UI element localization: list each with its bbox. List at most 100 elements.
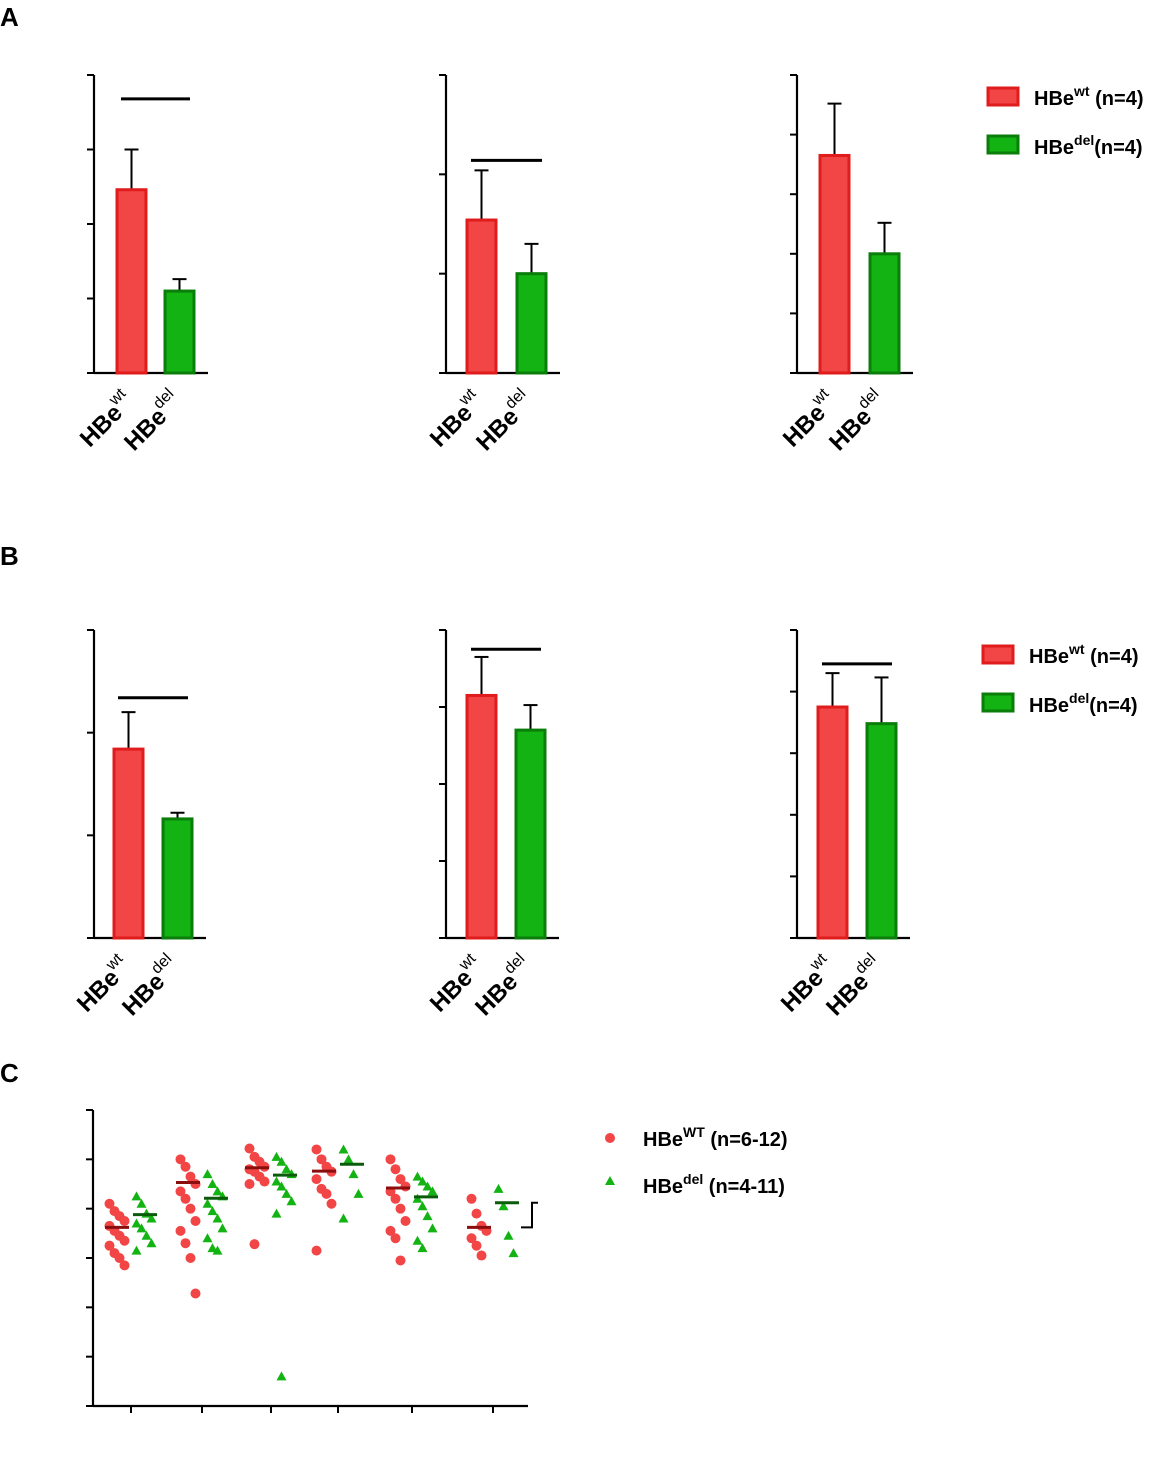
- point-hbe-del: [271, 1176, 282, 1186]
- point-hbe-del: [281, 1164, 292, 1174]
- point-hbe-wt: [244, 1179, 255, 1189]
- point-hbe-wt: [466, 1193, 477, 1204]
- point-hbe-del: [202, 1169, 213, 1179]
- legend-c: HBeWT (n=6-12) HBedel (n=4-11): [605, 1124, 788, 1198]
- point-hbe-del: [217, 1223, 228, 1233]
- point-hbe-del: [281, 1188, 292, 1198]
- point-hbe-del: [338, 1213, 349, 1223]
- category-label: HBedel: [468, 385, 539, 456]
- point-hbe-wt: [326, 1198, 337, 1209]
- point-hbe-wt: [190, 1288, 201, 1299]
- point-hbe-wt: [185, 1203, 196, 1214]
- point-hbe-wt: [385, 1225, 396, 1236]
- point-hbe-del: [212, 1186, 223, 1196]
- point-hbe-wt: [466, 1233, 477, 1244]
- point-hbe-wt: [119, 1260, 130, 1271]
- bar-hbe-wt: [115, 188, 148, 375]
- point-hbe-del: [276, 1181, 287, 1191]
- point-hbe-wt: [311, 1174, 322, 1185]
- bar-hbe-del: [161, 817, 194, 940]
- point-hbe-del: [212, 1213, 223, 1223]
- category-base: HBe: [75, 399, 128, 452]
- point-hbe-wt: [175, 1225, 186, 1236]
- point-hbe-del: [271, 1151, 282, 1161]
- legend-c-del-marker: [605, 1176, 615, 1185]
- point-hbe-del: [422, 1211, 433, 1221]
- legend-c-wt-marker: [605, 1133, 615, 1143]
- point-hbe-del: [207, 1179, 218, 1188]
- point-hbe-wt: [259, 1176, 270, 1187]
- category-base: HBe: [119, 403, 172, 456]
- point-hbe-del: [338, 1144, 349, 1154]
- point-hbe-wt: [471, 1208, 482, 1219]
- point-hbe-del: [136, 1198, 147, 1208]
- bar-hbe-del: [163, 289, 196, 375]
- legend-a: HBewt (n=4) HBedel(n=4): [986, 83, 1143, 159]
- point-hbe-wt: [175, 1186, 186, 1197]
- point-hbe-wt: [471, 1240, 482, 1251]
- panel-label-a: A: [0, 2, 19, 32]
- point-hbe-wt: [175, 1154, 186, 1165]
- point-hbe-del: [136, 1223, 147, 1233]
- point-hbe-wt: [395, 1174, 406, 1185]
- point-hbe-del: [493, 1183, 504, 1193]
- point-hbe-wt: [400, 1216, 411, 1226]
- point-hbe-wt: [244, 1143, 255, 1154]
- category-base: HBe: [72, 964, 125, 1017]
- point-hbe-wt: [395, 1203, 406, 1214]
- panel-label-b: B: [0, 541, 19, 571]
- point-hbe-del: [131, 1245, 142, 1255]
- point-hbe-del: [353, 1188, 364, 1198]
- point-hbe-wt: [180, 1238, 191, 1249]
- bar-hbe-del: [514, 728, 547, 940]
- bar-hbe-wt: [816, 705, 849, 940]
- point-hbe-wt: [311, 1245, 322, 1256]
- point-hbe-wt: [180, 1161, 191, 1172]
- point-hbe-wt: [249, 1239, 260, 1250]
- point-hbe-wt: [185, 1171, 196, 1182]
- point-hbe-del: [207, 1243, 218, 1253]
- category-base: HBe: [821, 968, 874, 1021]
- legend-b-del-label: HBedel(n=4): [1029, 690, 1138, 717]
- category-base: HBe: [425, 964, 478, 1017]
- category-label: HBedel: [821, 385, 892, 456]
- point-hbe-del: [276, 1371, 287, 1381]
- point-hbe-wt: [114, 1253, 125, 1263]
- bar-hbe-del: [865, 722, 898, 940]
- point-hbe-del: [212, 1245, 223, 1255]
- point-hbe-del: [146, 1238, 157, 1248]
- legend-a-wt-label: HBewt (n=4): [1034, 83, 1143, 110]
- point-hbe-del: [202, 1233, 213, 1243]
- point-hbe-wt: [390, 1233, 401, 1244]
- point-hbe-wt: [185, 1253, 196, 1263]
- legend-b: HBewt (n=4) HBedel(n=4): [981, 641, 1138, 717]
- category-base: HBe: [470, 968, 523, 1021]
- point-hbe-wt: [385, 1154, 396, 1165]
- point-hbe-del: [146, 1213, 157, 1223]
- fold-change-bracket: [521, 1201, 538, 1229]
- point-hbe-del: [417, 1176, 428, 1186]
- legend-a-del-label: HBedel(n=4): [1034, 132, 1143, 159]
- point-hbe-del: [286, 1196, 297, 1206]
- point-hbe-wt: [180, 1193, 191, 1204]
- bar-hbe-wt: [465, 218, 498, 375]
- point-hbe-wt: [190, 1216, 201, 1226]
- legend-a-del-swatch: [986, 134, 1020, 155]
- panel-label-c: C: [0, 1058, 19, 1088]
- point-hbe-del: [412, 1171, 423, 1181]
- point-hbe-del: [276, 1156, 287, 1166]
- point-hbe-wt: [390, 1164, 401, 1175]
- legend-b-del-swatch: [981, 692, 1015, 713]
- point-hbe-del: [271, 1208, 282, 1218]
- point-hbe-del: [427, 1223, 438, 1233]
- legend-c-wt-label: HBeWT (n=6-12): [643, 1124, 788, 1151]
- point-hbe-wt: [316, 1154, 327, 1165]
- legend-a-wt-swatch: [986, 86, 1020, 107]
- point-hbe-wt: [476, 1250, 487, 1261]
- bar-hbe-wt: [465, 693, 498, 940]
